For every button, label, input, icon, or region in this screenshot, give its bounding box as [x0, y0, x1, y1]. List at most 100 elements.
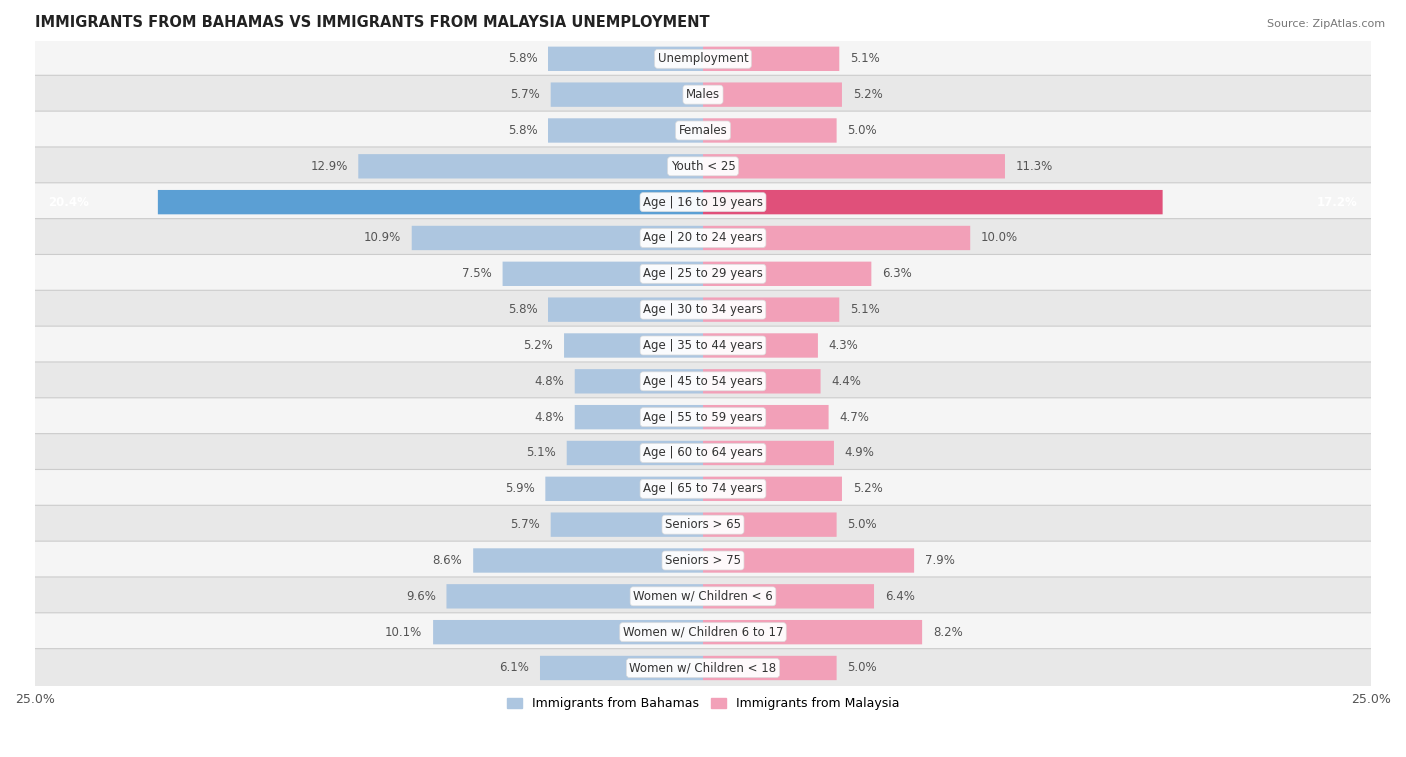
FancyBboxPatch shape [703, 118, 837, 142]
FancyBboxPatch shape [34, 147, 1372, 185]
Text: 10.1%: 10.1% [385, 625, 422, 639]
Text: 20.4%: 20.4% [48, 195, 89, 209]
Text: 6.3%: 6.3% [882, 267, 911, 280]
Text: 6.1%: 6.1% [499, 662, 529, 674]
FancyBboxPatch shape [551, 512, 703, 537]
Text: 5.2%: 5.2% [852, 482, 883, 495]
Text: 5.0%: 5.0% [848, 518, 877, 531]
Text: 5.0%: 5.0% [848, 662, 877, 674]
Text: 10.0%: 10.0% [981, 232, 1018, 245]
Text: 5.2%: 5.2% [523, 339, 554, 352]
FancyBboxPatch shape [703, 441, 834, 465]
FancyBboxPatch shape [34, 326, 1372, 365]
Text: Youth < 25: Youth < 25 [671, 160, 735, 173]
Text: Seniors > 75: Seniors > 75 [665, 554, 741, 567]
FancyBboxPatch shape [703, 584, 875, 609]
FancyBboxPatch shape [34, 182, 1372, 222]
Text: 4.9%: 4.9% [845, 447, 875, 459]
Text: Age | 20 to 24 years: Age | 20 to 24 years [643, 232, 763, 245]
FancyBboxPatch shape [447, 584, 703, 609]
Text: 5.8%: 5.8% [508, 124, 537, 137]
Text: Seniors > 65: Seniors > 65 [665, 518, 741, 531]
Text: 7.9%: 7.9% [925, 554, 955, 567]
FancyBboxPatch shape [34, 111, 1372, 150]
Text: 5.8%: 5.8% [508, 303, 537, 316]
FancyBboxPatch shape [412, 226, 703, 250]
Text: Women w/ Children 6 to 17: Women w/ Children 6 to 17 [623, 625, 783, 639]
FancyBboxPatch shape [703, 154, 1005, 179]
FancyBboxPatch shape [34, 219, 1372, 257]
Text: Age | 16 to 19 years: Age | 16 to 19 years [643, 195, 763, 209]
FancyBboxPatch shape [433, 620, 703, 644]
FancyBboxPatch shape [703, 548, 914, 573]
FancyBboxPatch shape [34, 290, 1372, 329]
Text: 4.8%: 4.8% [534, 410, 564, 424]
FancyBboxPatch shape [34, 39, 1372, 78]
Text: Females: Females [679, 124, 727, 137]
Text: 9.6%: 9.6% [406, 590, 436, 603]
FancyBboxPatch shape [546, 477, 703, 501]
Text: 7.5%: 7.5% [463, 267, 492, 280]
Text: Age | 45 to 54 years: Age | 45 to 54 years [643, 375, 763, 388]
FancyBboxPatch shape [34, 613, 1372, 652]
Text: 5.9%: 5.9% [505, 482, 534, 495]
Text: 5.7%: 5.7% [510, 88, 540, 101]
FancyBboxPatch shape [548, 298, 703, 322]
Text: 17.2%: 17.2% [1317, 195, 1358, 209]
FancyBboxPatch shape [34, 75, 1372, 114]
FancyBboxPatch shape [575, 369, 703, 394]
FancyBboxPatch shape [567, 441, 703, 465]
FancyBboxPatch shape [703, 226, 970, 250]
Text: 8.6%: 8.6% [433, 554, 463, 567]
Text: 4.4%: 4.4% [831, 375, 860, 388]
Text: 4.3%: 4.3% [828, 339, 858, 352]
Text: 4.7%: 4.7% [839, 410, 869, 424]
Text: Source: ZipAtlas.com: Source: ZipAtlas.com [1267, 19, 1385, 29]
FancyBboxPatch shape [34, 577, 1372, 615]
FancyBboxPatch shape [34, 434, 1372, 472]
Legend: Immigrants from Bahamas, Immigrants from Malaysia: Immigrants from Bahamas, Immigrants from… [502, 692, 904, 715]
Text: 5.2%: 5.2% [852, 88, 883, 101]
FancyBboxPatch shape [474, 548, 703, 573]
Text: Age | 30 to 34 years: Age | 30 to 34 years [643, 303, 763, 316]
Text: Age | 25 to 29 years: Age | 25 to 29 years [643, 267, 763, 280]
FancyBboxPatch shape [34, 649, 1372, 687]
FancyBboxPatch shape [34, 506, 1372, 544]
Text: 5.0%: 5.0% [848, 124, 877, 137]
Text: 5.7%: 5.7% [510, 518, 540, 531]
FancyBboxPatch shape [548, 118, 703, 142]
FancyBboxPatch shape [703, 333, 818, 357]
FancyBboxPatch shape [157, 190, 703, 214]
FancyBboxPatch shape [703, 83, 842, 107]
Text: 5.1%: 5.1% [851, 303, 880, 316]
FancyBboxPatch shape [551, 83, 703, 107]
Text: 5.1%: 5.1% [526, 447, 555, 459]
Text: 10.9%: 10.9% [364, 232, 401, 245]
FancyBboxPatch shape [575, 405, 703, 429]
FancyBboxPatch shape [703, 190, 1163, 214]
Text: 8.2%: 8.2% [932, 625, 963, 639]
FancyBboxPatch shape [34, 397, 1372, 437]
Text: Age | 60 to 64 years: Age | 60 to 64 years [643, 447, 763, 459]
Text: 4.8%: 4.8% [534, 375, 564, 388]
Text: Age | 55 to 59 years: Age | 55 to 59 years [643, 410, 763, 424]
FancyBboxPatch shape [540, 656, 703, 681]
Text: IMMIGRANTS FROM BAHAMAS VS IMMIGRANTS FROM MALAYSIA UNEMPLOYMENT: IMMIGRANTS FROM BAHAMAS VS IMMIGRANTS FR… [35, 15, 710, 30]
Text: Unemployment: Unemployment [658, 52, 748, 65]
FancyBboxPatch shape [34, 541, 1372, 580]
Text: 12.9%: 12.9% [311, 160, 347, 173]
FancyBboxPatch shape [34, 469, 1372, 508]
FancyBboxPatch shape [34, 254, 1372, 293]
Text: 5.8%: 5.8% [508, 52, 537, 65]
FancyBboxPatch shape [703, 47, 839, 71]
Text: Women w/ Children < 18: Women w/ Children < 18 [630, 662, 776, 674]
Text: 11.3%: 11.3% [1015, 160, 1053, 173]
Text: 5.1%: 5.1% [851, 52, 880, 65]
FancyBboxPatch shape [703, 298, 839, 322]
Text: Women w/ Children < 6: Women w/ Children < 6 [633, 590, 773, 603]
Text: 6.4%: 6.4% [884, 590, 914, 603]
FancyBboxPatch shape [359, 154, 703, 179]
FancyBboxPatch shape [703, 262, 872, 286]
FancyBboxPatch shape [502, 262, 703, 286]
FancyBboxPatch shape [703, 369, 821, 394]
